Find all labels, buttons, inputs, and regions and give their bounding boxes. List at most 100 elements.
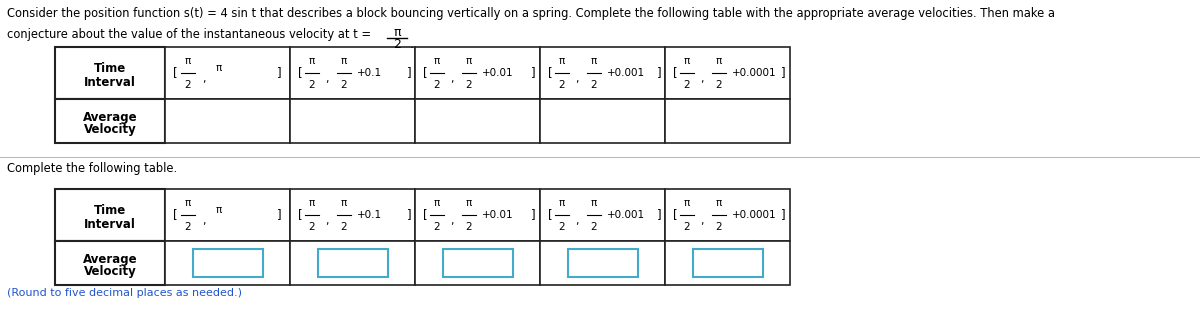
- Bar: [55, 189, 166, 241]
- Text: ]: ]: [407, 66, 412, 79]
- Text: ,: ,: [450, 74, 454, 84]
- Bar: [290, 189, 415, 241]
- Bar: [665, 47, 790, 99]
- Text: +0.001: +0.001: [607, 68, 646, 78]
- Text: Time: Time: [94, 62, 126, 76]
- Text: ,: ,: [575, 74, 578, 84]
- Text: ]: ]: [407, 209, 412, 221]
- Text: π: π: [684, 198, 690, 208]
- Text: π: π: [341, 56, 347, 66]
- Text: [: [: [548, 209, 553, 221]
- Text: 2: 2: [715, 222, 722, 232]
- Text: 2: 2: [466, 222, 473, 232]
- Text: π: π: [434, 198, 440, 208]
- Text: 2: 2: [433, 80, 440, 90]
- Bar: [55, 47, 166, 99]
- Text: 2: 2: [185, 222, 191, 232]
- Text: 2: 2: [341, 222, 347, 232]
- Text: 2: 2: [394, 38, 401, 51]
- Text: [: [: [673, 66, 678, 79]
- Text: 2: 2: [308, 222, 316, 232]
- Text: π: π: [216, 63, 222, 73]
- Text: Velocity: Velocity: [84, 123, 137, 136]
- Text: ,: ,: [575, 216, 578, 226]
- Text: ]: ]: [656, 66, 661, 79]
- Text: Complete the following table.: Complete the following table.: [7, 162, 178, 175]
- Text: π: π: [559, 198, 565, 208]
- Text: [: [: [173, 66, 178, 79]
- Bar: [415, 189, 540, 241]
- Text: +0.001: +0.001: [607, 210, 646, 220]
- Text: Average: Average: [83, 253, 137, 266]
- Text: ,: ,: [450, 216, 454, 226]
- Bar: [415, 99, 540, 143]
- Text: [: [: [173, 209, 178, 221]
- Text: π: π: [394, 26, 401, 39]
- Bar: [665, 189, 790, 241]
- Text: π: π: [466, 56, 472, 66]
- Text: Interval: Interval: [84, 76, 136, 89]
- Bar: [55, 99, 166, 143]
- Text: π: π: [559, 56, 565, 66]
- Text: 2: 2: [590, 222, 598, 232]
- Text: +0.01: +0.01: [482, 210, 514, 220]
- Text: 2: 2: [433, 222, 440, 232]
- Bar: [166, 99, 290, 143]
- Bar: [290, 241, 415, 285]
- Text: .: .: [410, 38, 414, 51]
- Text: ]: ]: [277, 66, 282, 79]
- Bar: [540, 47, 665, 99]
- Text: +0.01: +0.01: [482, 68, 514, 78]
- Text: π: π: [185, 56, 191, 66]
- Text: π: π: [716, 56, 722, 66]
- Text: ,: ,: [202, 74, 205, 84]
- Bar: [665, 99, 790, 143]
- Bar: [540, 99, 665, 143]
- Text: 2: 2: [559, 222, 565, 232]
- Text: 2: 2: [308, 80, 316, 90]
- Text: ]: ]: [532, 209, 536, 221]
- Text: ,: ,: [700, 216, 703, 226]
- Text: ]: ]: [277, 209, 282, 221]
- Text: Velocity: Velocity: [84, 266, 137, 278]
- Text: π: π: [590, 56, 598, 66]
- Text: π: π: [684, 56, 690, 66]
- Bar: [415, 241, 540, 285]
- Text: π: π: [216, 205, 222, 215]
- Text: 2: 2: [185, 80, 191, 90]
- Text: ]: ]: [781, 209, 786, 221]
- Text: π: π: [466, 198, 472, 208]
- Text: [: [: [548, 66, 553, 79]
- Text: ,: ,: [325, 216, 329, 226]
- Text: π: π: [716, 198, 722, 208]
- Text: Time: Time: [94, 204, 126, 217]
- Text: +0.0001: +0.0001: [732, 68, 776, 78]
- Text: 2: 2: [590, 80, 598, 90]
- Text: conjecture about the value of the instantaneous velocity at t =: conjecture about the value of the instan…: [7, 28, 371, 41]
- Bar: [290, 47, 415, 99]
- Bar: [166, 241, 290, 285]
- Bar: [540, 241, 665, 285]
- Bar: [540, 189, 665, 241]
- Text: Interval: Interval: [84, 217, 136, 231]
- Bar: [568, 249, 637, 277]
- Text: ]: ]: [781, 66, 786, 79]
- Text: ,: ,: [202, 216, 205, 226]
- Bar: [665, 241, 790, 285]
- Text: +0.0001: +0.0001: [732, 210, 776, 220]
- Text: (Round to five decimal places as needed.): (Round to five decimal places as needed.…: [7, 288, 242, 298]
- Bar: [192, 249, 263, 277]
- Bar: [166, 47, 290, 99]
- Text: [: [: [673, 209, 678, 221]
- Text: π: π: [308, 56, 316, 66]
- Bar: [318, 249, 388, 277]
- Text: 2: 2: [684, 222, 690, 232]
- Text: π: π: [590, 198, 598, 208]
- Text: [: [: [298, 209, 302, 221]
- Text: 2: 2: [684, 80, 690, 90]
- Text: [: [: [424, 209, 427, 221]
- Text: 2: 2: [715, 80, 722, 90]
- Text: ]: ]: [656, 209, 661, 221]
- Bar: [55, 241, 166, 285]
- Bar: [166, 189, 290, 241]
